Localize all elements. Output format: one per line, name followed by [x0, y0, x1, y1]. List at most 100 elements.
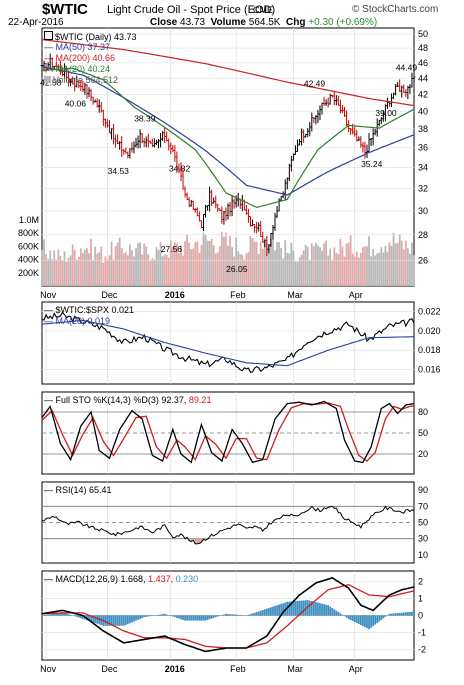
- macd-hist-bar: [396, 613, 399, 616]
- macd-hist-bar: [92, 615, 94, 623]
- volume-bar: [88, 253, 90, 286]
- volume-bar: [237, 251, 240, 286]
- exchange-label: CME: [253, 5, 273, 15]
- macd-hist-bar: [122, 615, 125, 626]
- macd-hist-bar: [362, 615, 364, 627]
- volume-bar: [378, 252, 381, 286]
- ma200-legend-text: MA(200) 40.66: [55, 53, 116, 63]
- volume-bar: [96, 253, 99, 286]
- volume-bar: [118, 237, 121, 286]
- price-panel: [41, 27, 415, 287]
- macd-hist-bar: [357, 615, 360, 625]
- volume-bar: [128, 244, 131, 286]
- macd-hist-bar: [45, 614, 47, 616]
- volume-bar: [235, 237, 238, 286]
- macd-hist-bar: [308, 600, 311, 616]
- price-y-tick: 48: [418, 43, 428, 53]
- macd-hist-bar: [192, 615, 195, 621]
- volume-bar: [200, 245, 203, 286]
- volume-bar: [167, 257, 170, 286]
- macd-hist-bar: [257, 611, 260, 616]
- macd-hist-bar: [288, 601, 291, 616]
- price-y-tick: 32: [418, 184, 428, 194]
- quote-date: 22-Apr-2016: [8, 17, 64, 28]
- volume-bar: [331, 260, 334, 286]
- volume-bar: [343, 256, 346, 286]
- price-x-label: Dec: [101, 290, 118, 300]
- volume-bar: [323, 243, 325, 286]
- macd-hist-bar: [404, 612, 407, 616]
- volume-bar: [161, 256, 164, 286]
- macd-hist-bar: [312, 601, 315, 616]
- macd-hist-bar: [104, 615, 107, 626]
- volume-bar: [53, 250, 56, 286]
- volume-bar: [314, 242, 317, 286]
- volume-bar: [284, 240, 287, 286]
- price-y-tick: 50: [418, 29, 428, 39]
- ticker-symbol: $WTIC: [42, 1, 88, 18]
- volume-bar: [245, 253, 248, 286]
- macd-hist-bar: [317, 602, 319, 616]
- price-annotation: 42.49: [304, 78, 326, 88]
- macd-x-label: Feb: [230, 664, 246, 674]
- volume-bar: [225, 232, 227, 286]
- macd-y-tick: 0: [418, 611, 423, 621]
- price-y-tick: 28: [418, 230, 428, 240]
- volume-bar: [216, 252, 219, 286]
- ratio-legend: — $WTIC:$SPX 0.021: [44, 305, 135, 315]
- volume-bar: [133, 256, 135, 286]
- macd-hist-bar: [347, 615, 350, 619]
- macd-hist-bar: [124, 615, 127, 625]
- macd-hist-bar: [231, 614, 233, 616]
- volume-legend: Volume 564,512: [44, 75, 118, 85]
- macd-hist-bar: [261, 610, 264, 616]
- price-y-tick: 30: [418, 206, 428, 216]
- volume-bar: [312, 246, 315, 286]
- rsi-y-tick: 10: [418, 550, 428, 560]
- volume-bar: [214, 253, 217, 286]
- macd-hist-bar: [208, 615, 211, 620]
- volume-bar: [286, 252, 289, 286]
- stockcharts-brand: © StockCharts.com: [352, 4, 439, 15]
- volume-bar: [404, 240, 407, 286]
- volume-bar: [376, 253, 379, 286]
- macd-legend-text: MACD(12,26,9) 1.668,: [55, 574, 146, 584]
- macd-hist-bar: [411, 611, 413, 616]
- volume-bar: [308, 260, 311, 286]
- volume-bar: [184, 241, 186, 286]
- price-y-tick: 42: [418, 89, 428, 99]
- macd-hist-bar: [206, 615, 209, 620]
- price-annotation: 44.49: [396, 62, 418, 72]
- volume-bar: [57, 249, 60, 286]
- macd-hist-bar: [325, 604, 328, 616]
- macd-hist-bar: [302, 600, 305, 616]
- ma20-line: [41, 67, 415, 209]
- macd-hist-bar: [53, 613, 56, 616]
- ratio-ma-legend: — MA(20) 0.019: [44, 316, 111, 326]
- macd-hist-bar: [249, 614, 252, 616]
- macd-hist-bar: [294, 601, 297, 616]
- volume-bar: [288, 253, 291, 286]
- volume-bar: [192, 248, 195, 286]
- volume-bar: [253, 241, 256, 286]
- volume-bar: [390, 245, 393, 286]
- volume-bar: [169, 240, 172, 286]
- macd-hist-bar: [88, 615, 90, 621]
- price-annotation: 26.05: [226, 264, 248, 274]
- macd-hist-bar: [61, 612, 64, 616]
- volume-bar: [310, 243, 313, 286]
- macd-hist-bar: [47, 614, 50, 616]
- volume-bar: [159, 241, 162, 286]
- volume-bar: [272, 239, 274, 286]
- macd-hist-bar: [141, 615, 144, 619]
- volume-bar: [190, 249, 193, 286]
- macd-hist-bar: [374, 615, 377, 625]
- macd-hist-bar: [184, 615, 186, 621]
- volume-bar: [282, 258, 285, 286]
- macd-hist-bar: [239, 614, 242, 616]
- rsi-oversold-fill: [196, 538, 199, 544]
- volume-bar: [141, 254, 144, 286]
- volume-bar: [321, 250, 323, 286]
- volume-bar: [51, 259, 54, 286]
